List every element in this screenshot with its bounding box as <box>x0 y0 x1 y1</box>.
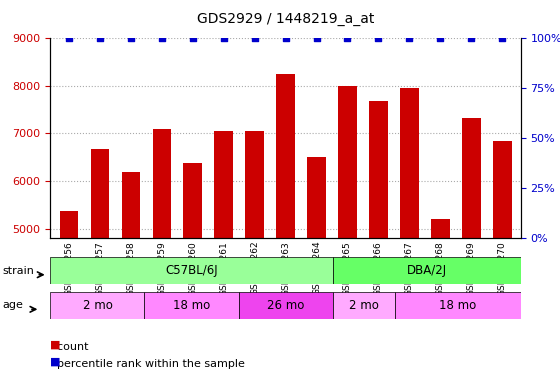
Text: strain: strain <box>3 266 35 276</box>
Text: 26 mo: 26 mo <box>267 299 304 312</box>
FancyBboxPatch shape <box>144 292 239 319</box>
Bar <box>369 101 388 384</box>
Bar <box>493 141 511 384</box>
Point <box>467 35 476 41</box>
Text: ■: ■ <box>50 357 61 367</box>
Text: DBA/2J: DBA/2J <box>407 264 447 277</box>
Text: ■: ■ <box>50 340 61 350</box>
Text: age: age <box>3 300 24 310</box>
Point <box>436 35 445 41</box>
Point <box>95 35 104 41</box>
Text: 18 mo: 18 mo <box>440 299 477 312</box>
FancyBboxPatch shape <box>395 292 521 319</box>
Bar <box>122 172 140 384</box>
FancyBboxPatch shape <box>333 257 521 284</box>
Text: C57BL/6J: C57BL/6J <box>165 264 218 277</box>
Bar <box>276 74 295 384</box>
Point <box>374 35 383 41</box>
Text: 18 mo: 18 mo <box>173 299 210 312</box>
Point <box>312 35 321 41</box>
Bar <box>184 163 202 384</box>
Point <box>188 35 197 41</box>
Text: 2 mo: 2 mo <box>82 299 113 312</box>
Point <box>281 35 290 41</box>
Bar <box>462 118 480 384</box>
Bar <box>431 219 450 384</box>
Bar <box>307 157 326 384</box>
Bar <box>245 131 264 384</box>
Bar <box>91 149 109 384</box>
FancyBboxPatch shape <box>333 292 395 319</box>
Text: GDS2929 / 1448219_a_at: GDS2929 / 1448219_a_at <box>197 12 374 25</box>
Point <box>343 35 352 41</box>
Bar <box>60 210 78 384</box>
Point <box>64 35 73 41</box>
Text: count: count <box>50 342 89 352</box>
FancyBboxPatch shape <box>50 292 144 319</box>
Point <box>219 35 228 41</box>
Text: percentile rank within the sample: percentile rank within the sample <box>50 359 245 369</box>
FancyBboxPatch shape <box>50 257 333 284</box>
FancyBboxPatch shape <box>239 292 333 319</box>
Point <box>250 35 259 41</box>
Bar <box>400 88 419 384</box>
Point <box>157 35 166 41</box>
Point <box>127 35 136 41</box>
Point <box>405 35 414 41</box>
Bar <box>338 86 357 384</box>
Bar <box>152 129 171 384</box>
Bar <box>214 131 233 384</box>
Point <box>498 35 507 41</box>
Text: 2 mo: 2 mo <box>349 299 379 312</box>
